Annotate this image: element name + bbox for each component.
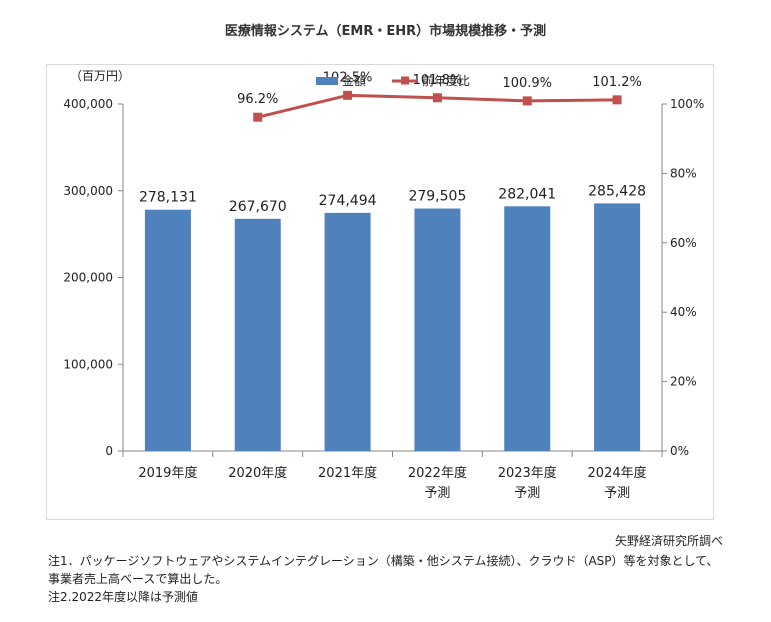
ratio-value-label: 101.8% [413,73,463,88]
x-category-label: 2022年度 [408,465,467,481]
y-right-tick-label: 60% [670,236,697,250]
bar [234,218,281,451]
y-left-tick-label: 300,000 [63,184,113,198]
bar [414,208,461,451]
y-left-unit-label: （百万円） [70,69,130,83]
bar-value-label: 274,494 [319,193,377,209]
legend-line-label: 前年度比 [422,73,470,88]
x-category-label: 予測 [424,486,450,501]
ratio-value-label: 101.2% [592,75,642,90]
bar-value-label: 278,131 [139,190,197,206]
x-category-label: 2021年度 [318,465,377,481]
y-right-tick-label: 20% [670,375,697,389]
note-2: 注2.2022年度以降は予測値 [48,590,198,604]
ratio-marker [343,90,353,100]
y-left-tick-label: 100,000 [63,357,113,371]
y-right-tick-label: 100% [670,97,704,111]
bar [504,206,551,451]
x-category-label: 予測 [604,486,630,501]
x-category-label: 2020年度 [228,465,287,481]
x-category-label: 予測 [514,486,540,501]
x-category-label: 2024年度 [588,465,647,481]
bar-value-label: 282,041 [498,186,556,202]
note-1-continued: 事業者売上高ベースで算出した。 [48,572,228,586]
y-right-tick-label: 40% [670,305,697,319]
x-category-label: 2023年度 [498,465,557,481]
bar [324,212,371,451]
ratio-marker [612,95,622,105]
ratio-value-label: 100.9% [502,76,552,91]
bar [144,209,191,451]
y-left-tick-label: 200,000 [63,271,113,285]
ratio-value-label: 96.2% [237,92,278,107]
legend-line-marker [401,76,409,85]
ratio-marker [253,112,263,122]
bar-value-label: 279,505 [408,189,466,205]
y-right-tick-label: 0% [670,444,689,458]
y-left-tick-label: 400,000 [63,97,113,111]
source-note: 矢野経済研究所調べ [614,534,723,548]
chart-title: 医療情報システム（EMR・EHR）市場規模推移・予測 [224,24,547,39]
bar-value-label: 285,428 [588,183,646,199]
ratio-marker [522,96,532,106]
y-right-tick-label: 80% [670,166,697,180]
x-category-label: 2019年度 [138,465,197,481]
ratio-marker [432,93,442,103]
note-1: 注1．パッケージソフトウェアやシステムインテグレーション（構築・他システム接続）… [48,554,719,568]
bar [594,203,641,451]
y-left-tick-label: 0 [105,444,113,458]
bar-value-label: 267,670 [229,199,287,215]
legend-bar-swatch [316,77,338,85]
chart-frame [46,64,714,520]
legend-bar-label: 金額 [342,73,366,88]
